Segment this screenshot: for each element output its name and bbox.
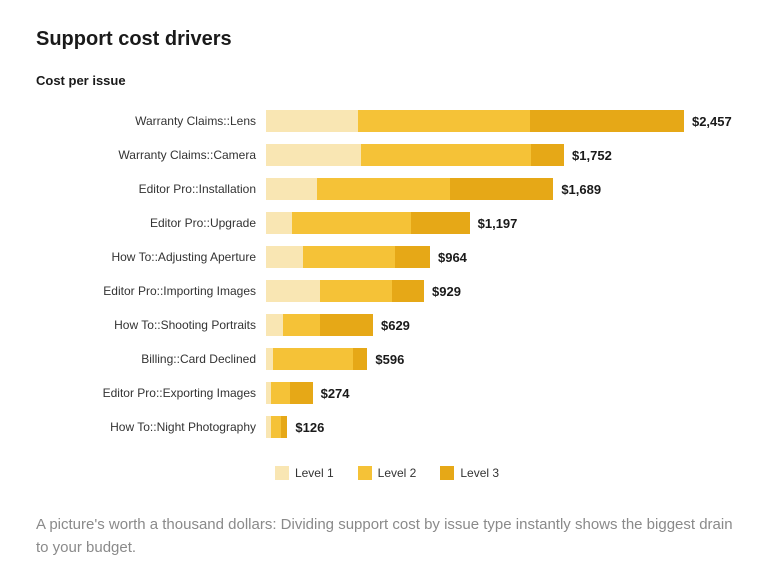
bar-segment-level1: [266, 280, 320, 302]
chart-row: How To::Adjusting Aperture $964: [36, 242, 738, 272]
page-title: Support cost drivers: [36, 28, 738, 51]
bar-segment-level3: [411, 212, 470, 234]
category-label: Warranty Claims::Camera: [36, 148, 266, 162]
legend-label: Level 1: [295, 466, 334, 480]
bar-segment-level1: [266, 246, 303, 268]
bar-segment-level3: [353, 348, 368, 370]
bar-area: $929: [266, 280, 738, 302]
bar-segment-level3: [450, 178, 554, 200]
bar-segment-level3: [320, 314, 373, 336]
chart-row: Billing::Card Declined $596: [36, 344, 738, 374]
category-label: How To::Shooting Portraits: [36, 318, 266, 332]
total-value-label: $929: [432, 284, 461, 299]
bar-segment-level2: [283, 314, 320, 336]
bar-area: $274: [266, 382, 738, 404]
bar-area: $1,197: [266, 212, 738, 234]
bar-segment-level2: [358, 110, 530, 132]
total-value-label: $1,197: [478, 216, 518, 231]
chart-legend: Level 1 Level 2 Level 3: [36, 466, 738, 480]
total-value-label: $1,689: [561, 182, 601, 197]
legend-swatch: [275, 466, 289, 480]
legend-item: Level 1: [275, 466, 334, 480]
legend-swatch: [440, 466, 454, 480]
total-value-label: $964: [438, 250, 467, 265]
chart-row: Editor Pro::Exporting Images $274: [36, 378, 738, 408]
bar-area: $596: [266, 348, 738, 370]
bar-area: $964: [266, 246, 738, 268]
bar-segment-level2: [361, 144, 531, 166]
category-label: Billing::Card Declined: [36, 352, 266, 366]
caption-text: A picture's worth a thousand dollars: Di…: [36, 508, 738, 559]
total-value-label: $126: [295, 420, 324, 435]
bar-segment-level3: [392, 280, 424, 302]
chart-subtitle: Cost per issue: [36, 73, 738, 88]
chart-row: Editor Pro::Installation $1,689: [36, 174, 738, 204]
bar-segment-level1: [266, 178, 317, 200]
page: Support cost drivers Cost per issue Warr…: [0, 0, 774, 579]
legend-label: Level 3: [460, 466, 499, 480]
bar-segment-level2: [271, 382, 290, 404]
legend-swatch: [358, 466, 372, 480]
legend-label: Level 2: [378, 466, 417, 480]
legend-item: Level 3: [440, 466, 499, 480]
bar-area: $126: [266, 416, 738, 438]
total-value-label: $2,457: [692, 114, 732, 129]
bar-segment-level3: [395, 246, 430, 268]
bar-segment-level2: [273, 348, 353, 370]
bar-segment-level1: [266, 348, 273, 370]
category-label: How To::Adjusting Aperture: [36, 250, 266, 264]
category-label: How To::Night Photography: [36, 420, 266, 434]
chart-row: How To::Night Photography $126: [36, 412, 738, 442]
category-label: Editor Pro::Importing Images: [36, 284, 266, 298]
bar-segment-level1: [266, 144, 361, 166]
category-label: Editor Pro::Installation: [36, 182, 266, 196]
chart-row: Editor Pro::Upgrade $1,197: [36, 208, 738, 238]
bar-area: $1,689: [266, 178, 738, 200]
total-value-label: $274: [321, 386, 350, 401]
bar-area: $1,752: [266, 144, 738, 166]
chart-row: Warranty Claims::Camera $1,752: [36, 140, 738, 170]
total-value-label: $629: [381, 318, 410, 333]
bar-segment-level2: [292, 212, 411, 234]
bar-segment-level1: [266, 314, 283, 336]
bar-segment-level2: [303, 246, 395, 268]
total-value-label: $596: [375, 352, 404, 367]
bar-segment-level2: [317, 178, 450, 200]
category-label: Editor Pro::Exporting Images: [36, 386, 266, 400]
bar-segment-level2: [320, 280, 391, 302]
bar-segment-level2: [271, 416, 281, 438]
bar-area: $629: [266, 314, 738, 336]
chart-row: Editor Pro::Importing Images $929: [36, 276, 738, 306]
total-value-label: $1,752: [572, 148, 612, 163]
category-label: Editor Pro::Upgrade: [36, 216, 266, 230]
chart-row: How To::Shooting Portraits $629: [36, 310, 738, 340]
bar-segment-level3: [531, 144, 564, 166]
bar-segment-level3: [530, 110, 684, 132]
bar-area: $2,457: [266, 110, 738, 132]
bar-segment-level1: [266, 212, 292, 234]
legend-item: Level 2: [358, 466, 417, 480]
chart-row: Warranty Claims::Lens $2,457: [36, 106, 738, 136]
category-label: Warranty Claims::Lens: [36, 114, 266, 128]
cost-drivers-chart: Warranty Claims::Lens$2,457Warranty Clai…: [36, 106, 738, 442]
bar-segment-level3: [290, 382, 313, 404]
bar-segment-level3: [281, 416, 287, 438]
bar-segment-level1: [266, 110, 358, 132]
